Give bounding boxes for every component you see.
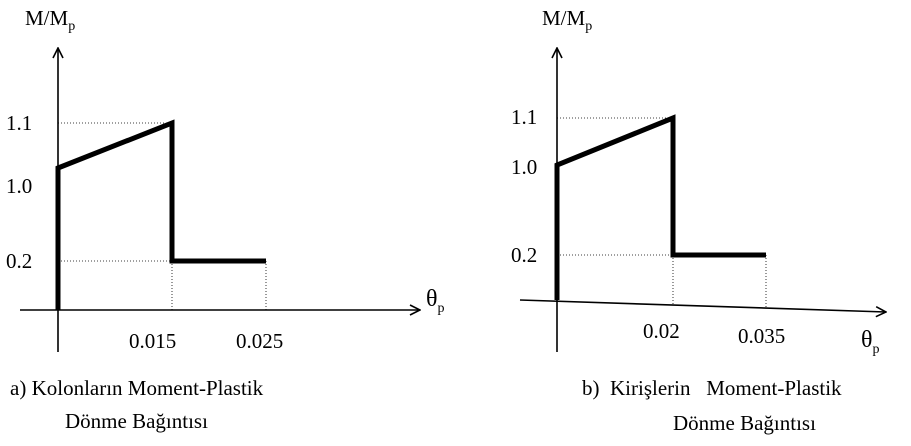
panel-b-caption-line-2: Dönme Bağıntısı: [673, 411, 816, 435]
panel-a-caption-line-1: a) Kolonların Moment-Plastik: [10, 376, 264, 400]
panel-b-xtick-0-035: 0.035: [738, 324, 785, 348]
panel-a-ytick-0-2: 0.2: [6, 249, 32, 273]
panel-b-x-axis: [519, 299, 886, 312]
panel-b: M/Mp 1.1 1.0 0.2 0.02 0.035 θp b) Kirişl…: [511, 6, 886, 435]
panel-b-x-axis-title: θp: [861, 327, 880, 357]
panel-a-y-axis-title: M/Mp: [25, 6, 75, 34]
panel-a-ytick-1-0: 1.0: [6, 174, 32, 198]
panel-b-caption-line-1: b) Kirişlerin Moment-Plastik: [582, 376, 842, 400]
panel-b-ytick-1-1: 1.1: [511, 105, 537, 129]
panel-b-ytick-0-2: 0.2: [511, 243, 537, 267]
panel-b-moment-curve: [554, 114, 766, 300]
panel-a-x-axis-title: θp: [426, 286, 445, 316]
panel-a-xtick-0-025: 0.025: [236, 329, 283, 353]
panel-a-xtick-0-015: 0.015: [129, 329, 176, 353]
panel-a-ytick-1-1: 1.1: [6, 111, 32, 135]
panel-b-xtick-0-02: 0.02: [643, 319, 680, 343]
panel-a-moment-curve: [55, 119, 266, 310]
panel-a: M/Mp 1.1 1.0 0.2 0.015 0.025 θp a) Kolon…: [6, 6, 445, 433]
panel-a-caption-line-2: Dönme Bağıntısı: [65, 409, 208, 433]
panel-b-y-axis-title: M/Mp: [542, 6, 592, 34]
panel-b-ytick-1-0: 1.0: [511, 155, 537, 179]
